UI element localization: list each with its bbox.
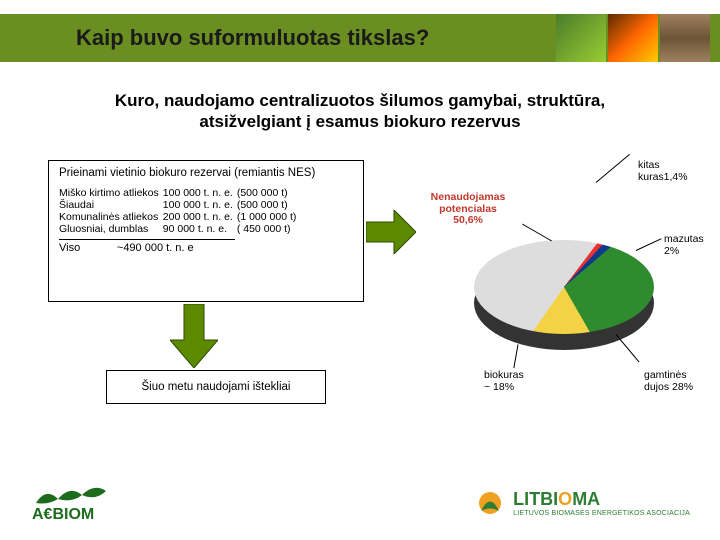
reserves-header: Prieinami vietinio biokuro rezervai (rem… [59, 167, 353, 179]
reserves-total-label: Viso [59, 242, 80, 254]
reserve-name: Gluosniai, dumblas [59, 223, 163, 235]
arrow-down-icon [170, 304, 218, 368]
footer: A€BIOM LITBIOMA LIETUVOS BIOMASĖS ENERGE… [0, 476, 720, 530]
reserve-tne: 100 000 t. n. e. [163, 187, 237, 199]
reserve-name: Komunalinės atliekos [59, 211, 163, 223]
pie-body [474, 240, 654, 350]
subtitle-line-2: atsižvelgiant į esamus biokuro rezervus [199, 112, 520, 131]
pie-label-gas: gamtinės dujos 28% [644, 370, 693, 393]
pie-label-other: kitas kuras1,4% [638, 160, 688, 183]
reserve-tne: 200 000 t. n. e. [163, 211, 237, 223]
reserve-name: Šiaudai [59, 199, 163, 211]
pie-top [474, 240, 654, 334]
table-row: Gluosniai, dumblas90 000 t. n. e.( 450 0… [59, 223, 300, 235]
logo-litbioma-name: LITBIOMA [513, 489, 690, 510]
reserves-total-value: ~490 000 t. n. e [117, 242, 194, 254]
current-resources-box: Šiuo metu naudojami ištekliai [106, 370, 326, 404]
reserve-tons: (500 000 t) [237, 199, 301, 211]
reserve-tons: (1 000 000 t) [237, 211, 301, 223]
reserves-total: Viso ~490 000 t. n. e [59, 242, 353, 254]
header-band: Kaip buvo suformuluotas tikslas? [0, 14, 720, 62]
reserves-box: Prieinami vietinio biokuro rezervai (rem… [48, 160, 364, 302]
pie-lead-potential [522, 224, 552, 242]
fire-image [608, 14, 658, 62]
reserve-tons: ( 450 000 t) [237, 223, 301, 235]
reserves-divider [59, 239, 235, 240]
pie-lead-other [596, 154, 630, 183]
reserve-tons: (500 000 t) [237, 187, 301, 199]
pie-chart: Nenaudojamas potencialas 50,6% kitas kur… [414, 160, 714, 410]
table-row: Miško kirtimo atliekos100 000 t. n. e.(5… [59, 187, 300, 199]
leaf-image [556, 14, 606, 62]
logo-aebiom-text: A€BIOM [32, 506, 94, 523]
subtitle-line-1: Kuro, naudojamo centralizuotos šilumos g… [115, 91, 605, 110]
logo-litbioma: LITBIOMA LIETUVOS BIOMASĖS ENERGETIKOS A… [473, 486, 690, 520]
page-title: Kaip buvo suformuluotas tikslas? [76, 25, 429, 51]
reserve-tne: 100 000 t. n. e. [163, 199, 237, 211]
pie-label-potential: Nenaudojamas potencialas 50,6% [408, 192, 528, 227]
pie-label-biokuras: biokuras ~ 18% [484, 370, 524, 393]
table-row: Šiaudai100 000 t. n. e.(500 000 t) [59, 199, 300, 211]
logo-aebiom: A€BIOM [30, 481, 128, 525]
wood-image [660, 14, 710, 62]
current-resources-label: Šiuo metu naudojami ištekliai [142, 381, 291, 393]
reserve-tne: 90 000 t. n. e. [163, 223, 237, 235]
header-images [556, 14, 710, 62]
table-row: Komunalinės atliekos200 000 t. n. e.(1 0… [59, 211, 300, 223]
pie-label-mazutas: mazutas 2% [664, 234, 714, 257]
subtitle: Kuro, naudojamo centralizuotos šilumos g… [50, 90, 670, 133]
logo-litbioma-sub: LIETUVOS BIOMASĖS ENERGETIKOS ASOCIACIJA [513, 510, 690, 517]
reserves-table: Miško kirtimo atliekos100 000 t. n. e.(5… [59, 187, 300, 235]
reserve-name: Miško kirtimo atliekos [59, 187, 163, 199]
